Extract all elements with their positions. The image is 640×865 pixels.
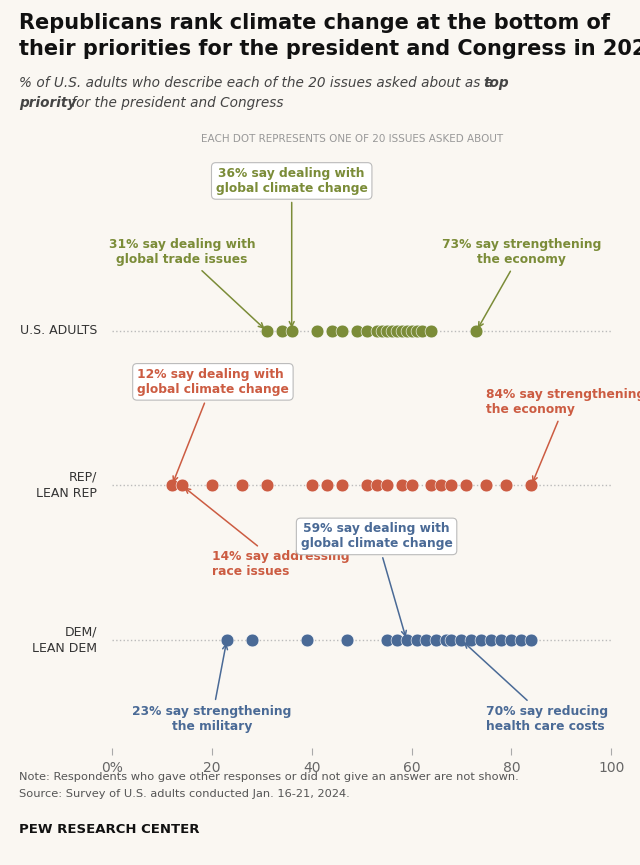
Point — [446, 633, 456, 647]
Point — [412, 324, 422, 338]
Point — [486, 633, 497, 647]
Text: top: top — [484, 76, 509, 90]
Point — [326, 324, 337, 338]
Point — [446, 478, 456, 492]
Point — [467, 633, 477, 647]
Point — [421, 633, 431, 647]
Point — [401, 633, 412, 647]
Point — [417, 324, 427, 338]
Point — [516, 633, 527, 647]
Text: 70% say reducing
health care costs: 70% say reducing health care costs — [465, 643, 609, 733]
Point — [431, 633, 442, 647]
Point — [337, 478, 347, 492]
Point — [381, 478, 392, 492]
Text: U.S. ADULTS: U.S. ADULTS — [20, 324, 97, 337]
Point — [371, 478, 381, 492]
Point — [307, 478, 317, 492]
Point — [406, 324, 417, 338]
Text: 73% say strengthening
the economy: 73% say strengthening the economy — [442, 238, 601, 327]
Point — [461, 478, 472, 492]
Point — [526, 478, 536, 492]
Point — [396, 478, 406, 492]
Point — [376, 324, 387, 338]
Point — [262, 478, 272, 492]
Point — [262, 324, 272, 338]
Text: REP/
LEAN REP: REP/ LEAN REP — [36, 471, 97, 501]
Text: DEM/
LEAN DEM: DEM/ LEAN DEM — [32, 625, 97, 655]
Text: 12% say dealing with
global climate change: 12% say dealing with global climate chan… — [137, 368, 289, 481]
Point — [362, 324, 372, 338]
Point — [167, 478, 177, 492]
Point — [276, 324, 287, 338]
Text: 14% say addressing
race issues: 14% say addressing race issues — [186, 489, 349, 579]
Point — [406, 478, 417, 492]
Point — [526, 633, 536, 647]
Text: 31% say dealing with
global trade issues: 31% say dealing with global trade issues — [109, 238, 264, 328]
Point — [401, 324, 412, 338]
Point — [351, 324, 362, 338]
Point — [396, 324, 406, 338]
Point — [471, 324, 481, 338]
Point — [436, 478, 447, 492]
Point — [412, 633, 422, 647]
Point — [476, 633, 486, 647]
Point — [387, 324, 397, 338]
Point — [301, 633, 312, 647]
Point — [456, 633, 467, 647]
Text: PEW RESEARCH CENTER: PEW RESEARCH CENTER — [19, 823, 200, 836]
Point — [481, 478, 492, 492]
Point — [392, 633, 402, 647]
Text: Note: Respondents who gave other responses or did not give an answer are not sho: Note: Respondents who gave other respons… — [19, 772, 519, 782]
Point — [392, 324, 402, 338]
Point — [426, 324, 436, 338]
Point — [312, 324, 322, 338]
Text: 23% say strengthening
the military: 23% say strengthening the military — [132, 644, 292, 733]
Point — [426, 478, 436, 492]
Text: Source: Survey of U.S. adults conducted Jan. 16-21, 2024.: Source: Survey of U.S. adults conducted … — [19, 789, 350, 799]
Point — [506, 633, 516, 647]
Point — [496, 633, 506, 647]
Text: for the president and Congress: for the president and Congress — [67, 96, 284, 110]
Point — [381, 633, 392, 647]
Point — [287, 324, 297, 338]
Text: 84% say strengthening
the economy: 84% say strengthening the economy — [486, 388, 640, 481]
Text: their priorities for the president and Congress in 2024: their priorities for the president and C… — [19, 39, 640, 59]
Point — [246, 633, 257, 647]
Text: priority: priority — [19, 96, 76, 110]
Text: % of U.S. adults who describe each of the 20 issues asked about as a: % of U.S. adults who describe each of th… — [19, 76, 498, 90]
Point — [442, 633, 452, 647]
Point — [207, 478, 217, 492]
Point — [177, 478, 187, 492]
Text: Republicans rank climate change at the bottom of: Republicans rank climate change at the b… — [19, 13, 610, 33]
Text: 59% say dealing with
global climate change: 59% say dealing with global climate chan… — [301, 522, 452, 636]
Point — [371, 324, 381, 338]
Point — [381, 324, 392, 338]
Text: 36% say dealing with
global climate change: 36% say dealing with global climate chan… — [216, 167, 367, 326]
Point — [321, 478, 332, 492]
Point — [237, 478, 247, 492]
Point — [221, 633, 232, 647]
Point — [337, 324, 347, 338]
Point — [362, 478, 372, 492]
Point — [501, 478, 511, 492]
Point — [342, 633, 352, 647]
Text: EACH DOT REPRESENTS ONE OF 20 ISSUES ASKED ABOUT: EACH DOT REPRESENTS ONE OF 20 ISSUES ASK… — [201, 134, 503, 144]
